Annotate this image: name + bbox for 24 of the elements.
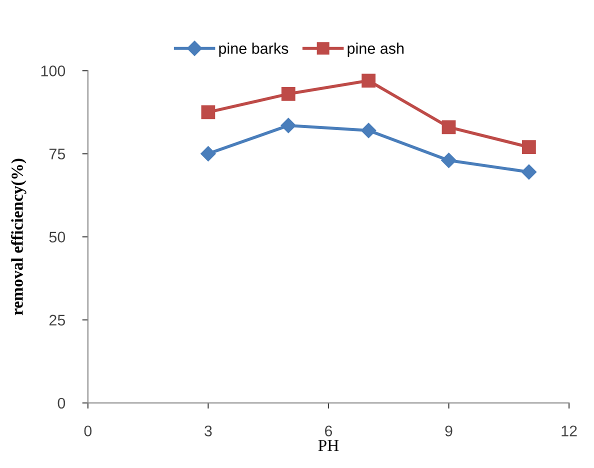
- x-tick-label: 0: [84, 426, 92, 436]
- point: [442, 120, 456, 134]
- point: [280, 118, 296, 134]
- x-tick-label: 12: [562, 426, 577, 436]
- y-tick-label: 100: [41, 66, 66, 76]
- point: [361, 122, 376, 138]
- point: [521, 164, 537, 180]
- legend-label: pine barks: [219, 42, 288, 57]
- point: [362, 74, 376, 88]
- point: [441, 152, 456, 168]
- y-tick-label: 50: [49, 232, 66, 242]
- y-tick-label: 75: [49, 148, 66, 160]
- point: [200, 146, 216, 162]
- y-axis-title: removal efficiency(%): [10, 158, 26, 316]
- point: [281, 86, 296, 101]
- y-tick-label: 25: [49, 314, 66, 326]
- x-tick-label: 3: [204, 426, 212, 436]
- point: [201, 105, 216, 120]
- y-tick-label: 0: [58, 398, 66, 409]
- x-tick-label: 9: [445, 426, 452, 436]
- x-axis-title: PH: [318, 440, 339, 451]
- x-tick-label: 6: [325, 426, 332, 436]
- point: [522, 140, 536, 154]
- legend-label: pine ash: [348, 42, 404, 57]
